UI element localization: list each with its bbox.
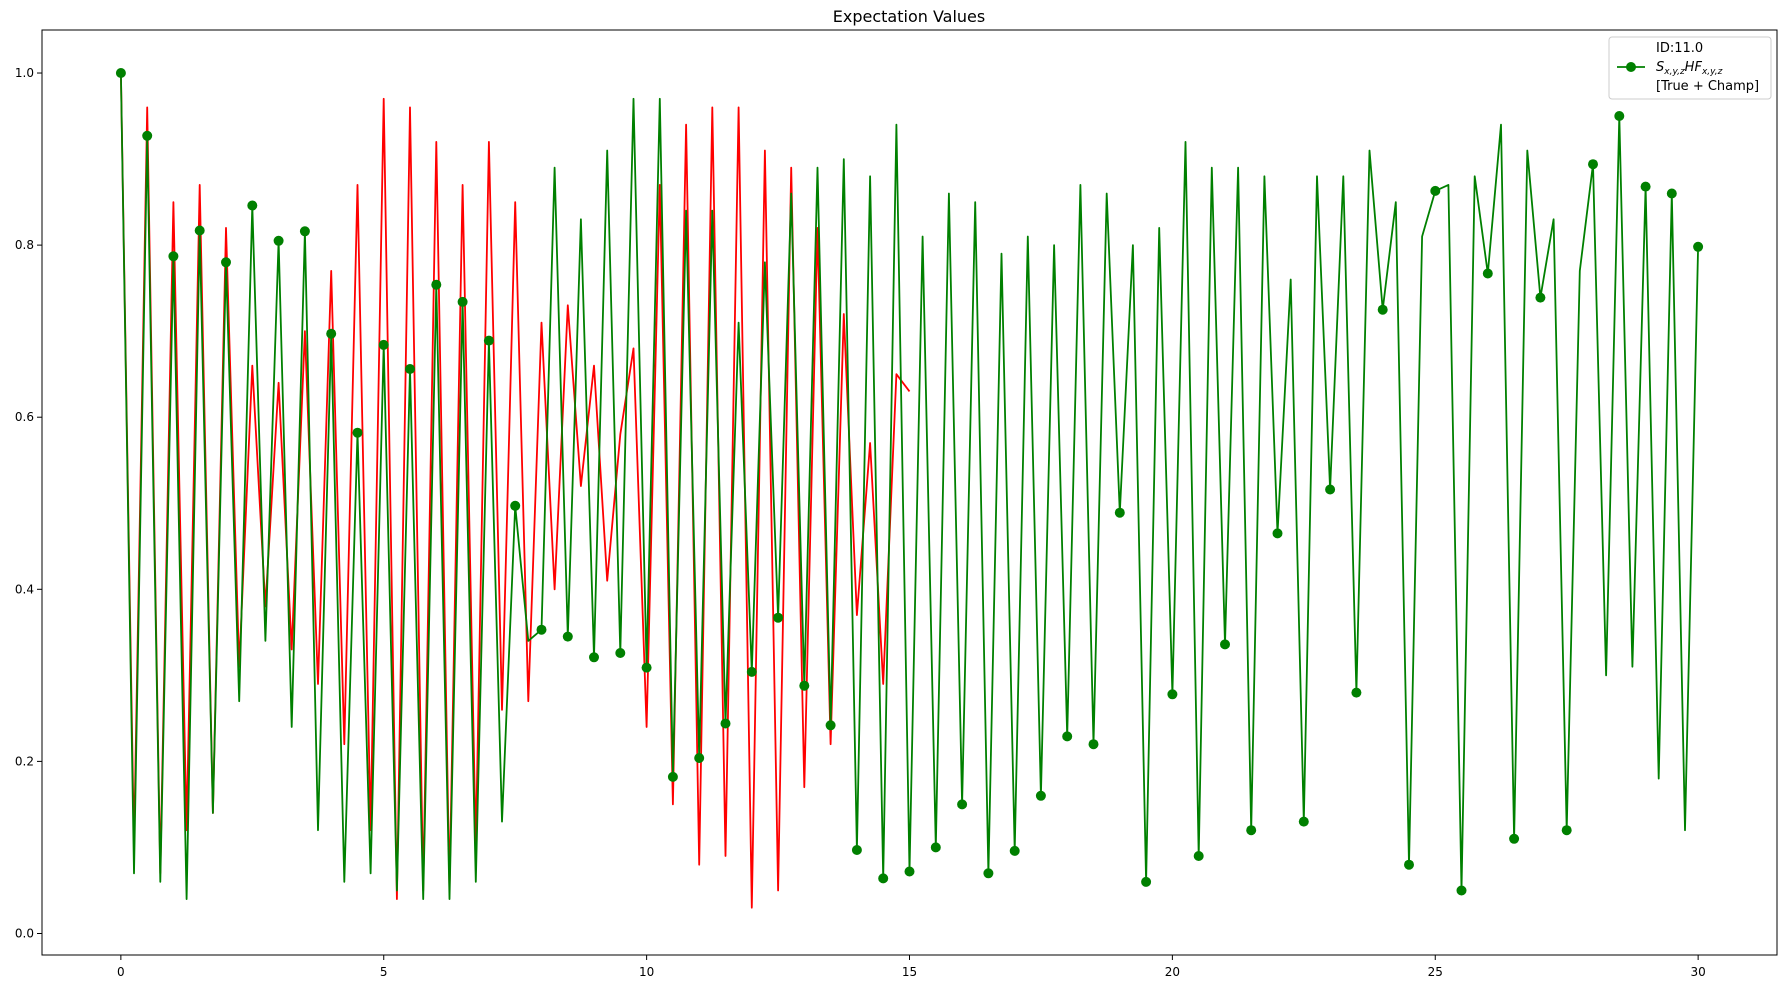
y-tick-label: 0.4	[15, 582, 34, 596]
legend-header: ID:11.0	[1656, 41, 1703, 56]
series-point-champ	[405, 364, 415, 374]
series-point-champ	[1193, 851, 1204, 861]
series-point-champ	[1167, 689, 1178, 700]
series-point-champ	[431, 279, 442, 290]
series-point-champ	[247, 200, 258, 211]
series-point-champ	[720, 718, 731, 729]
series-point-champ	[825, 720, 836, 731]
series-point-champ	[589, 652, 599, 663]
series-point-champ	[194, 225, 205, 236]
legend-series-label-part: x,y,z	[1701, 67, 1723, 77]
series-point-champ	[1482, 268, 1493, 279]
series-point-champ	[983, 868, 994, 879]
series-point-champ	[168, 251, 179, 262]
series-point-champ	[483, 335, 494, 346]
legend-footer: [True + Champ]	[1656, 79, 1759, 94]
series-point-champ	[1141, 876, 1152, 887]
series-point-champ	[1535, 292, 1546, 303]
series-point-champ	[510, 500, 521, 511]
series-point-champ	[299, 226, 310, 237]
x-tick-label: 0	[117, 965, 125, 979]
series-point-champ	[1035, 790, 1046, 801]
plot-area: 0 5 10 15 20 25 30 0.0 0.2 0.4 0.6 0.8 1.0 ID:11.0 Sx,…	[15, 29, 1778, 979]
series-point-champ	[1062, 731, 1073, 742]
series-point-champ	[799, 680, 810, 691]
series-point-champ	[746, 666, 757, 677]
series-point-champ	[273, 235, 284, 246]
series-point-champ	[1404, 859, 1414, 870]
series-point-champ	[1666, 188, 1677, 199]
series-point-champ	[1298, 816, 1309, 827]
legend: ID:11.0 Sx,y,zHFx,y,z [True + Champ]	[1608, 36, 1772, 100]
legend-swatch-marker	[1626, 62, 1636, 72]
legend-series-label-part: x,y,z	[1663, 67, 1685, 77]
series-point-champ	[562, 631, 573, 642]
series-point-champ	[851, 845, 862, 855]
x-tick-label: 25	[1428, 965, 1443, 979]
series-point-champ	[1430, 185, 1441, 196]
series-point-champ	[221, 257, 231, 268]
series-point-champ	[1588, 159, 1598, 170]
series-point-champ	[1561, 825, 1572, 836]
series-point-champ	[930, 842, 941, 853]
series-point-champ	[378, 339, 389, 350]
series-point-champ	[1640, 181, 1651, 192]
series-point-champ	[1614, 111, 1625, 121]
series-point-champ	[957, 799, 968, 810]
series-line-true	[120, 72, 911, 909]
y-tick-label: 0.6	[15, 410, 34, 424]
series-point-champ	[1088, 739, 1099, 750]
series-point-champ	[615, 648, 626, 658]
series-point-champ	[536, 624, 547, 635]
series-point-champ	[694, 753, 705, 763]
legend-box	[1608, 36, 1772, 100]
series-point-champ	[457, 296, 468, 307]
series-point-champ	[1456, 885, 1467, 896]
legend-series-label-part: HF	[1685, 60, 1703, 75]
series-point-champ	[1377, 304, 1388, 315]
series-point-champ	[1246, 825, 1257, 836]
x-tick-label: 30	[1690, 965, 1705, 979]
series-point-champ	[115, 68, 126, 78]
series-point-champ	[142, 130, 153, 141]
series-point-champ	[1509, 833, 1520, 844]
series-point-champ	[352, 427, 363, 438]
x-tick-label: 5	[380, 965, 388, 979]
x-tick-label: 10	[639, 965, 654, 979]
y-tick-label: 0.8	[15, 238, 34, 252]
series-point-champ	[1325, 484, 1336, 495]
y-tick-label: 0.2	[15, 754, 34, 768]
y-tick-label: 1.0	[15, 66, 34, 80]
series-point-champ	[1220, 639, 1230, 650]
legend-series-label-part: S	[1656, 60, 1664, 75]
series-point-champ	[878, 873, 889, 884]
series-point-champ	[1272, 528, 1283, 539]
x-tick-label: 20	[1165, 965, 1180, 979]
series-point-champ	[1114, 507, 1125, 518]
series-point-champ	[1693, 241, 1704, 252]
series-point-champ	[773, 612, 784, 623]
legend-series-label: Sx,y,zHFx,y,z	[1656, 60, 1723, 77]
series-point-champ	[904, 866, 915, 877]
x-tick-label: 15	[902, 965, 917, 979]
series-point-champ	[326, 328, 337, 339]
series-point-champ	[641, 662, 652, 673]
y-tick-label: 0.0	[15, 926, 34, 940]
chart-title: Expectation Values	[833, 7, 985, 26]
series-point-champ	[1351, 687, 1362, 698]
series-point-champ	[1009, 845, 1020, 856]
series-point-champ	[667, 771, 678, 782]
